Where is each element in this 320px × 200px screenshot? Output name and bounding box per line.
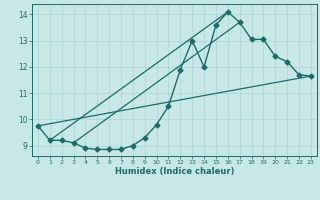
X-axis label: Humidex (Indice chaleur): Humidex (Indice chaleur) — [115, 167, 234, 176]
